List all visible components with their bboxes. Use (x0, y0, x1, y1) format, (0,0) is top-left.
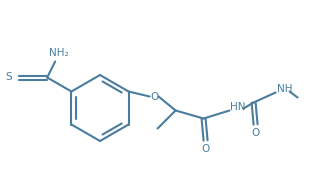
Text: NH₂: NH₂ (49, 49, 69, 59)
Text: HN: HN (230, 101, 245, 112)
Text: O: O (150, 91, 159, 101)
Text: S: S (6, 73, 12, 83)
Text: NH: NH (277, 84, 292, 94)
Text: O: O (202, 143, 210, 153)
Text: O: O (251, 128, 260, 138)
